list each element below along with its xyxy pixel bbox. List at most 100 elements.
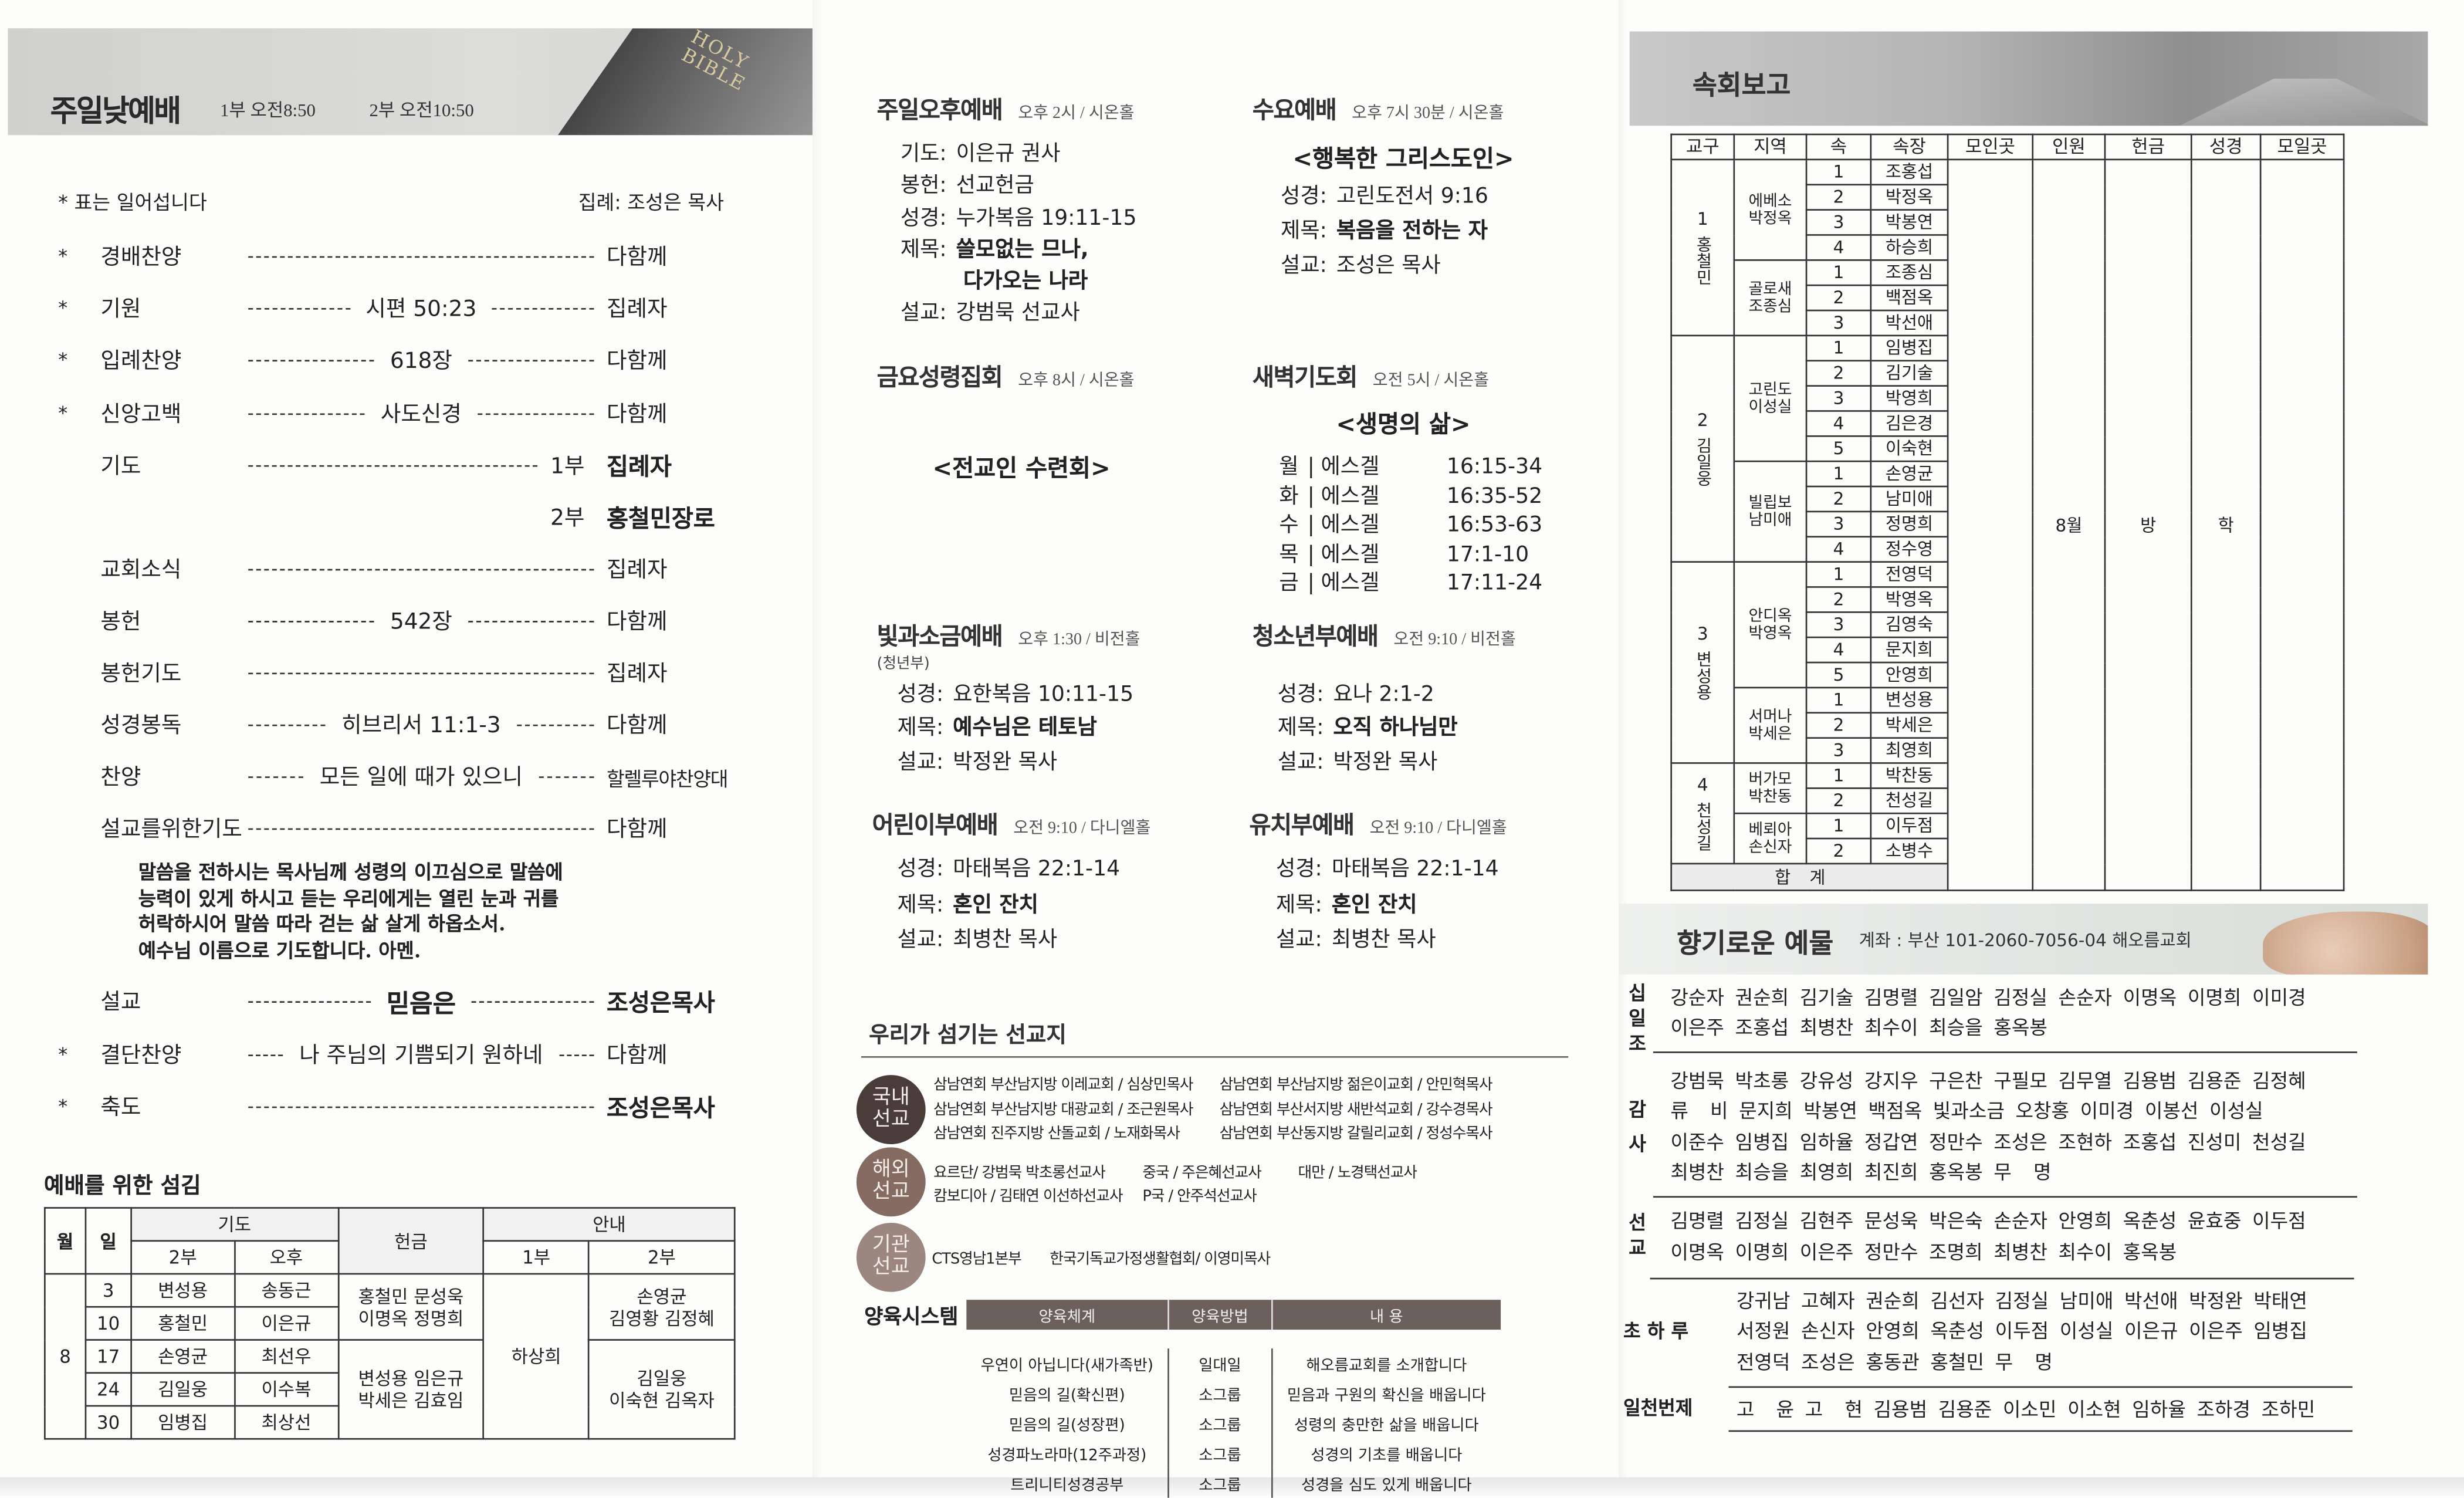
- offerings-title: 향기로운 예물: [1677, 929, 1834, 961]
- roster-usher-2: 김일웅 이숙현 김옥자: [588, 1339, 736, 1440]
- cell-leader: 변성용: [1870, 687, 1949, 714]
- reading-book: 에스겔: [1321, 484, 1380, 509]
- cell-row: 4 하승희: [1671, 234, 2344, 261]
- order-item-filler: 나 주님의 기쁨되기 원하네: [248, 1039, 594, 1071]
- cell-leader: 임병집: [1870, 334, 1949, 362]
- separator: |: [1307, 542, 1315, 567]
- mission-badge: 해외 선교: [856, 1147, 926, 1217]
- cell-header: 교구: [1670, 133, 1735, 161]
- dashed-leader: [538, 775, 594, 777]
- standing-marker: *: [58, 402, 68, 425]
- cell-row: 3 변성용 안디옥 박영옥 1 전영덕: [1670, 561, 2344, 764]
- header-usher-2: 2부: [588, 1240, 736, 1275]
- reading-reference: 16:53-63: [1446, 512, 1543, 538]
- education-table: 양육체계 양육방법 내 용 우연이 아닙니다(새가족반) 일대일 해오름교회를 소개합니다…: [966, 1300, 1501, 1498]
- roster-prayer-2: 김일웅: [130, 1372, 236, 1407]
- service-line-label: 성경:: [1276, 856, 1322, 882]
- header-usher-1: 1부: [483, 1240, 590, 1275]
- education-row: 성경파노라마(12주과정) 소그룹 성경의 기초를 배웁니다: [966, 1438, 1501, 1468]
- service-line-label: 설교:: [1277, 749, 1324, 775]
- road-image: [2148, 78, 2428, 126]
- mission-entry: 삼남연회 부산서지방 새반석교회 / 강수경목사: [1219, 1101, 1493, 1120]
- order-item-label: 기원: [100, 297, 141, 323]
- order-item-label: 결단찬양: [100, 1043, 182, 1069]
- order-item-detail: 시편 50:23: [365, 297, 477, 323]
- offering-names: 박세은 김효임: [358, 1389, 464, 1412]
- service-line: 성경: 마태복음 22:1-14: [1276, 853, 1499, 885]
- order-item: * 신앙고백 사도신경 다함께: [58, 396, 743, 431]
- cell-leader: 김영숙: [1870, 611, 1949, 638]
- region-cell: 빌립보 남미애: [1733, 460, 1808, 563]
- cell-header: 모인곳: [1947, 133, 2034, 161]
- service-line: 제목: 혼인 잔치: [897, 890, 1038, 921]
- cell-row: 3 박영희: [1671, 385, 2344, 412]
- service-line: 봉헌: 선교헌금: [901, 170, 1034, 201]
- dashed-leader: [248, 620, 375, 622]
- cell-header: 모일곳: [2259, 133, 2345, 161]
- standing-marker: *: [58, 1043, 68, 1066]
- region-name: 안디옥: [1748, 607, 1792, 625]
- prayer-line: 능력이 있게 하시고 듣는 우리에게는 열린 눈과 귀를: [138, 885, 559, 909]
- service-line: 제목: 복음을 전하는 자: [1281, 215, 1488, 247]
- service-title: 유치부예배: [1249, 811, 1354, 840]
- roster-prayer-2: 변성용: [130, 1273, 236, 1308]
- service-title: 새벽기도회: [1252, 363, 1358, 391]
- dashed-leader: [248, 255, 594, 257]
- order-item: * 축도 조성은목사: [58, 1089, 743, 1124]
- second-service-time: 2부 오전10:50: [369, 102, 474, 121]
- education-cell: 믿음과 구원의 확신을 배웁니다: [1287, 1387, 1486, 1405]
- service-heading: 청소년부예배 오전 9:10 / 비전홀: [1253, 619, 1516, 652]
- education-cell: 성령의 충만한 삶을 배웁니다: [1294, 1416, 1479, 1435]
- cell-row: 4 김은경: [1671, 410, 2344, 437]
- offering-category-label: 선교: [1629, 1212, 1646, 1259]
- region-name: 서머나: [1748, 708, 1792, 726]
- usher-names: 김영황 김정혜: [609, 1307, 715, 1329]
- offerings-banner: 향기로운 예물 계좌 : 부산 101-2060-7056-04 해오름교회: [1618, 904, 2428, 975]
- cell-row: 3 박선애: [1671, 309, 2344, 337]
- order-item-label: 신앙고백: [100, 402, 182, 428]
- order-item-label: 봉헌: [100, 610, 141, 635]
- cell-number: 3: [1805, 611, 1872, 638]
- cell-row: 3 박봉연: [1671, 209, 2344, 236]
- roster-row: 10 홍철민 이은규: [45, 1306, 735, 1341]
- order-item-filler: [248, 672, 594, 674]
- bible-logo: HOLY BIBLE: [678, 28, 753, 96]
- spacer-row: [966, 1330, 1501, 1348]
- offerings-account: 계좌 : 부산 101-2060-7056-04 해오름교회: [1859, 930, 2192, 951]
- mission-entry: 요르단/ 강범묵 박초롱선교사: [933, 1164, 1106, 1182]
- roster-row: 24 김일웅 이수복: [45, 1372, 735, 1407]
- cell-number: 2: [1805, 184, 1872, 211]
- header-prayer: 기도: [130, 1207, 339, 1242]
- region-name: 박찬동: [1748, 788, 1792, 806]
- cell-row: 골로새 조종심 1 조종심: [1671, 259, 2344, 337]
- service-line: 다가오는 나라: [963, 266, 1088, 297]
- education-cell: 성경의 기초를 배웁니다: [1311, 1446, 1463, 1465]
- education-header: 양육방법: [1168, 1300, 1272, 1330]
- cell-leader: 안영희: [1870, 661, 1949, 689]
- cell-number: 1: [1805, 762, 1872, 789]
- service-time-place: 오전 5시 / 시온홀: [1372, 372, 1490, 390]
- district-cell: 2 김일웅: [1670, 334, 1735, 563]
- service-heading: 빛과소금예배 오후 1:30 / 비전홀: [877, 619, 1140, 652]
- cell-row: 2 소병수: [1671, 837, 2344, 865]
- service-roster-title: 예배를 위한 섬김: [44, 1174, 201, 1199]
- cell-merged-next-place: [2259, 158, 2345, 891]
- district-cell: 3 변성용: [1670, 561, 1735, 764]
- cell-row: 베뢰아 손신자 1 이두점: [1671, 812, 2344, 865]
- cell-row: 1 홍철민 에베소 박정옥 1 조홍섭 8월 방 학: [1670, 158, 2345, 891]
- dashed-leader: [492, 307, 594, 309]
- service-heading: 주일오후예배 오후 2시 / 시온홀: [877, 93, 1135, 126]
- cell-number: 3: [1805, 510, 1872, 538]
- header-usher: 안내: [483, 1207, 736, 1242]
- service-line-value: 쓸모없는 므나,: [956, 237, 1089, 263]
- cell-header: 성경: [2190, 133, 2262, 161]
- mission-entry: CTS영남1본부: [932, 1251, 1021, 1269]
- order-item-detail: 나 주님의 기쁨되기 원하네: [299, 1043, 543, 1069]
- service-line-value: 혼인 잔치: [1331, 892, 1417, 918]
- cell-number: 5: [1805, 661, 1872, 689]
- service-line-label: 설교:: [1281, 253, 1327, 279]
- roster-prayer-2: 임병집: [130, 1405, 236, 1440]
- usher-names: 김일웅: [637, 1367, 687, 1389]
- cell-leader: 박세은: [1870, 712, 1949, 739]
- order-item-label: 입례찬양: [100, 349, 182, 374]
